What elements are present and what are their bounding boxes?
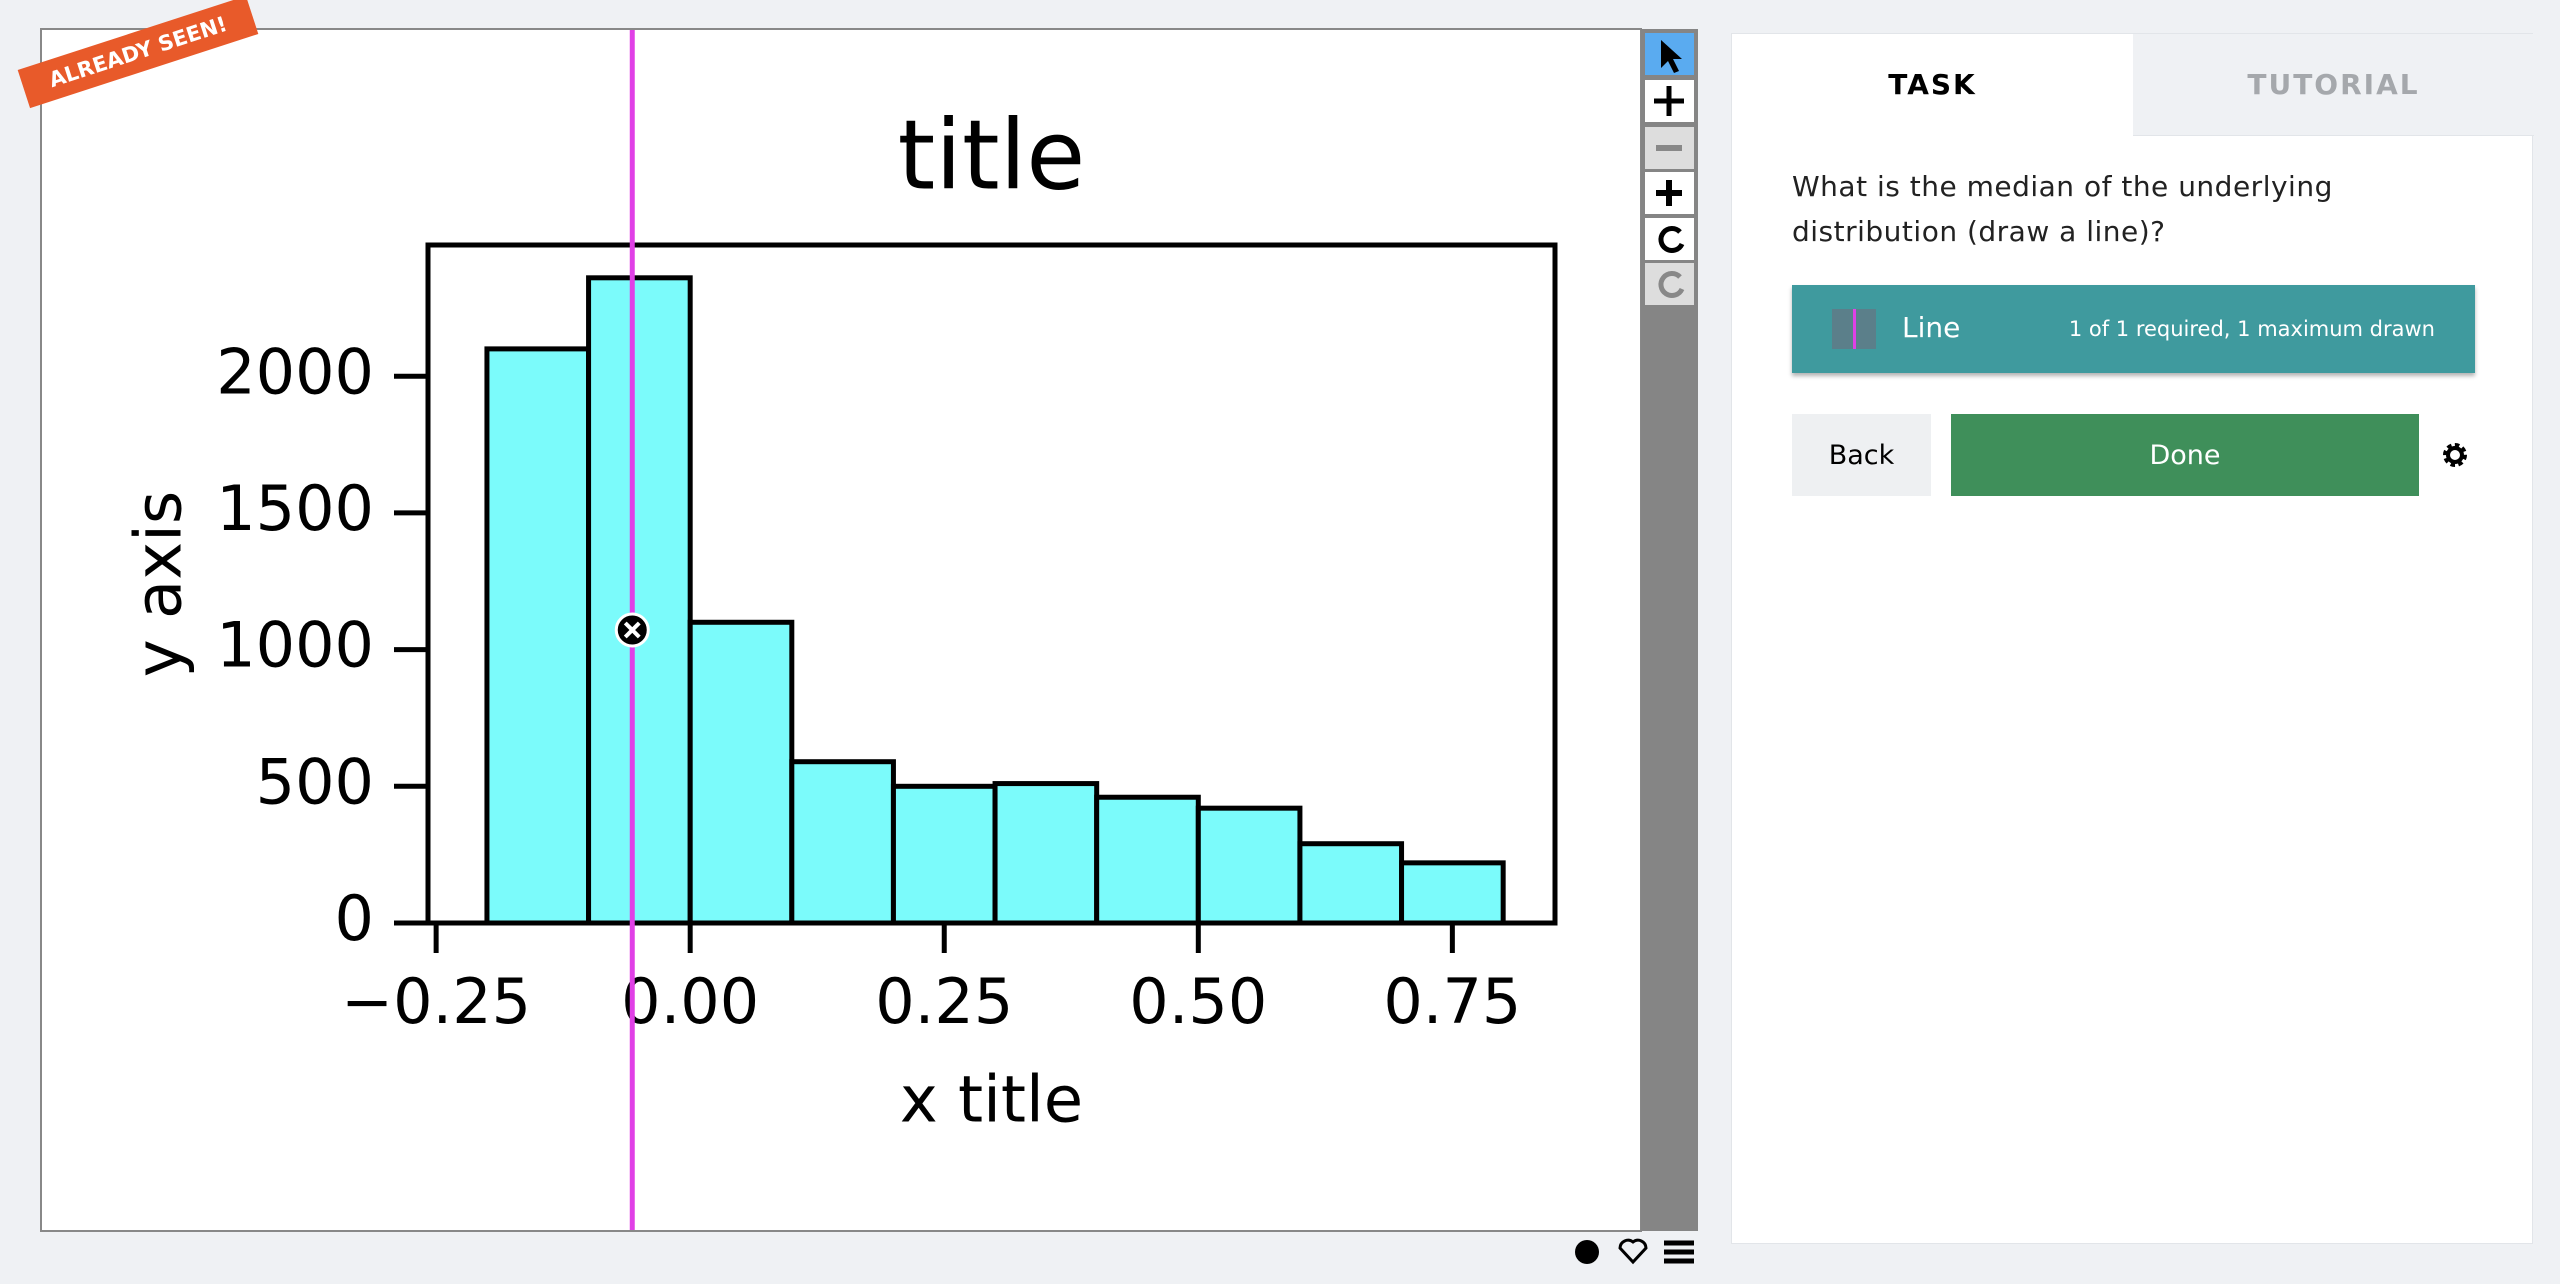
- info-icon[interactable]: [1575, 1240, 1599, 1264]
- reset-icon: [1658, 271, 1685, 298]
- bar: [1195, 805, 1303, 926]
- x-tick-label: 0.00: [621, 965, 759, 1038]
- back-button[interactable]: Back: [1792, 414, 1931, 496]
- plus-icon: [1656, 180, 1682, 206]
- favorite-icon[interactable]: [1618, 1238, 1648, 1265]
- bar: [1399, 860, 1506, 926]
- pointer-icon: [1661, 40, 1682, 73]
- chart-title: title: [898, 99, 1086, 211]
- line-swatch: [1832, 309, 1876, 349]
- x-tick-label: −0.25: [341, 965, 531, 1038]
- plot: title x title y axis 0 500 1000 1500 2000 −0.25 0…: [123, 30, 1558, 1230]
- question: What is the median of the underlying dis…: [1792, 170, 2333, 248]
- bar: [484, 346, 592, 926]
- tool-label: Line: [1902, 311, 1961, 344]
- tool-status: 1 of 1 required, 1 maximum drawn: [2068, 317, 2435, 341]
- bar: [586, 275, 693, 926]
- x-tick-label: 0.25: [875, 965, 1013, 1038]
- task-tab[interactable]: TASK: [1888, 68, 1977, 101]
- rotate-icon: [1658, 226, 1685, 253]
- plot-frame: [425, 242, 1558, 926]
- bar: [1094, 794, 1201, 926]
- move-icon: [1654, 86, 1684, 116]
- delete-line-button[interactable]: [614, 612, 650, 648]
- rotate-tool[interactable]: [1645, 218, 1694, 260]
- y-tick-label: 500: [256, 745, 374, 818]
- bar: [1297, 841, 1405, 926]
- delete-cross: [623, 621, 641, 639]
- line-tool[interactable]: Line 1 of 1 required, 1 maximum drawn: [1792, 285, 2475, 373]
- task-panel: TASK TUTORIAL What is the median of the …: [1731, 33, 2534, 1244]
- bar: [890, 783, 998, 926]
- y-tick-label: 2000: [216, 335, 374, 408]
- badge-bg: [17, 0, 259, 109]
- y-tick-label: 1000: [216, 609, 374, 682]
- x-tick-label: 0.50: [1129, 965, 1267, 1038]
- bar: [687, 619, 795, 926]
- y-axis-label: y axis: [123, 491, 197, 677]
- collections-icon[interactable]: [1664, 1240, 1694, 1264]
- subject-frame: [40, 28, 1642, 1232]
- y-tick-label: 0: [335, 882, 374, 955]
- reset-tool[interactable]: [1645, 263, 1694, 305]
- x-tick-label: 0.75: [1383, 965, 1521, 1038]
- bar: [789, 759, 896, 926]
- y-tick-label: 1500: [216, 472, 374, 545]
- tutorial-tab[interactable]: TUTORIAL: [2133, 34, 2534, 136]
- done-button[interactable]: Done: [1951, 414, 2419, 496]
- settings-icon[interactable]: [2440, 440, 2470, 470]
- bar: [992, 781, 1100, 926]
- x-axis-label: x title: [900, 1064, 1083, 1138]
